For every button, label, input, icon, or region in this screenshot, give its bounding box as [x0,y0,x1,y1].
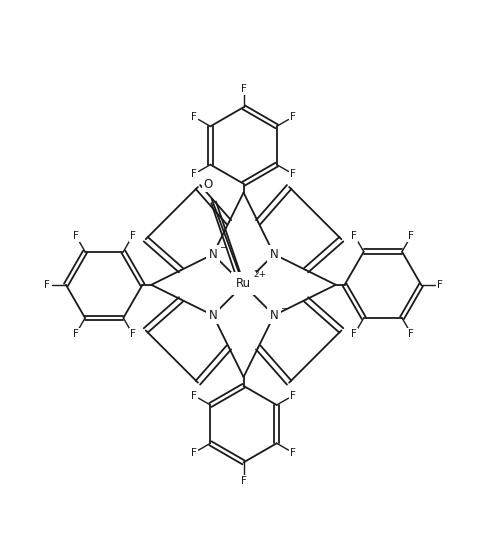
Text: F: F [241,476,246,486]
Text: F: F [408,329,414,339]
Text: F: F [408,230,414,240]
Text: F: F [130,230,136,240]
Text: N: N [270,248,278,261]
Text: F: F [351,329,357,339]
Text: F: F [241,84,246,94]
Text: −: − [280,303,288,312]
Text: F: F [191,112,197,122]
Text: F: F [290,112,296,122]
Text: N: N [209,309,217,322]
Text: F: F [73,329,79,339]
Text: F: F [437,280,443,290]
Text: N: N [270,309,278,322]
Text: Ru: Ru [236,277,251,290]
Text: F: F [130,329,136,339]
Text: N: N [209,248,217,261]
Text: F: F [290,448,296,458]
Text: F: F [351,230,357,240]
Text: F: F [191,169,197,179]
Text: F: F [290,390,296,401]
Text: −: − [219,242,227,251]
Text: F: F [73,230,79,240]
Text: F: F [191,390,197,401]
Text: F: F [191,448,197,458]
Text: F: F [44,280,50,290]
Text: O: O [203,178,213,191]
Text: F: F [290,169,296,179]
Text: 2+: 2+ [254,270,267,278]
